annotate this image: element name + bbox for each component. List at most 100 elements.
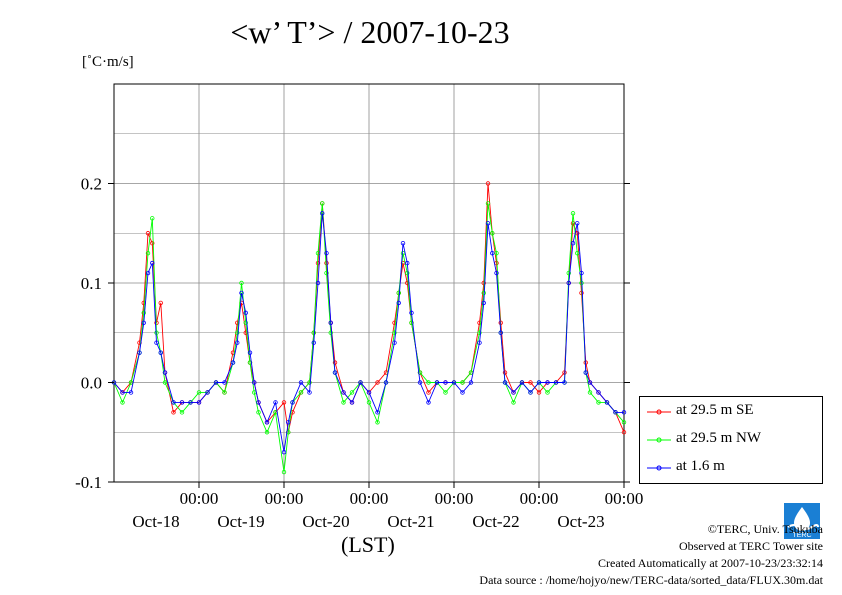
data-point — [307, 380, 312, 385]
data-point — [239, 290, 244, 296]
data-point — [392, 340, 397, 345]
data-point — [349, 400, 355, 405]
data-point — [243, 310, 248, 316]
data-point — [239, 280, 244, 286]
data-point — [405, 260, 410, 266]
data-point — [120, 390, 125, 395]
data-point — [596, 390, 601, 395]
data-point — [375, 420, 380, 425]
data-point — [222, 390, 227, 395]
data-point — [150, 260, 155, 266]
data-point — [264, 420, 270, 425]
data-point — [298, 380, 304, 385]
data-point — [434, 380, 440, 385]
data-point — [570, 211, 576, 216]
y-tick-label: 0.1 — [81, 274, 102, 293]
data-point — [315, 280, 321, 286]
series-3 — [111, 211, 627, 455]
data-point — [477, 330, 482, 335]
data-point — [281, 400, 287, 405]
terc-logo: TERC — [784, 503, 820, 539]
data-point — [409, 320, 414, 325]
data-point — [396, 290, 401, 296]
data-point — [179, 410, 185, 415]
data-point — [426, 390, 431, 395]
data-point — [575, 250, 580, 256]
data-point — [502, 370, 508, 375]
data-point — [613, 410, 618, 415]
data-point — [451, 380, 457, 385]
data-point — [536, 380, 542, 385]
data-point — [298, 390, 304, 395]
data-point — [324, 250, 329, 256]
data-point — [205, 390, 210, 395]
data-point — [502, 380, 508, 385]
data-point — [485, 181, 491, 186]
data-point — [324, 260, 329, 266]
data-point — [375, 410, 380, 415]
x-tick-date-label: Oct-20 — [302, 512, 349, 531]
x-tick-time-label: 00:00 — [350, 489, 389, 508]
data-point — [154, 340, 159, 345]
data-point — [383, 380, 389, 385]
data-point — [171, 410, 176, 415]
data-point — [587, 380, 593, 385]
data-point — [247, 350, 253, 355]
data-point — [230, 360, 236, 365]
data-point — [141, 310, 146, 316]
data-point — [579, 270, 584, 276]
data-point — [311, 330, 316, 335]
data-point — [307, 390, 312, 395]
data-point — [375, 380, 380, 385]
data-point — [366, 390, 372, 395]
footer-site: Observed at TERC Tower site — [678, 539, 823, 553]
data-point — [481, 290, 486, 296]
data-point — [570, 221, 576, 226]
data-point — [286, 420, 291, 425]
x-tick-time-label: 00:00 — [520, 489, 559, 508]
data-point — [426, 400, 431, 405]
data-point — [400, 240, 406, 246]
data-point — [545, 390, 550, 395]
data-point — [405, 270, 410, 276]
data-point — [426, 380, 431, 385]
data-point — [324, 270, 329, 276]
data-point — [120, 400, 125, 405]
data-point — [604, 400, 610, 405]
data-point — [528, 390, 533, 395]
data-point — [477, 340, 482, 345]
data-point — [621, 410, 627, 415]
footer-copyright: ©TERC, Univ. Tsukuba — [707, 522, 823, 536]
data-point — [570, 240, 576, 246]
y-tick-label: -0.1 — [75, 473, 102, 492]
data-point — [511, 400, 516, 405]
data-point — [481, 300, 486, 306]
data-point — [587, 390, 593, 395]
data-point — [141, 320, 146, 325]
data-point — [162, 370, 168, 375]
data-point — [150, 240, 155, 246]
data-point — [243, 320, 248, 325]
data-point — [341, 390, 346, 395]
series-line — [113, 213, 624, 453]
data-point — [145, 231, 151, 236]
data-point — [443, 390, 448, 395]
data-point — [498, 330, 503, 335]
data-point — [460, 380, 465, 385]
data-point — [137, 350, 142, 355]
data-point — [222, 380, 227, 385]
data-point — [332, 360, 338, 365]
data-point — [349, 390, 355, 395]
data-point — [252, 380, 257, 385]
data-point — [621, 430, 627, 435]
data-point — [511, 390, 516, 395]
data-point — [196, 400, 202, 405]
data-point — [150, 216, 155, 221]
footer-data-source: Data source : /home/hojyo/new/TERC-data/… — [479, 573, 823, 587]
data-point — [235, 340, 240, 345]
data-point — [417, 380, 423, 385]
y-tick-label: 0.2 — [81, 175, 102, 194]
y-axis-unit: [˚C·m/s] — [82, 54, 134, 70]
data-point — [281, 469, 287, 475]
